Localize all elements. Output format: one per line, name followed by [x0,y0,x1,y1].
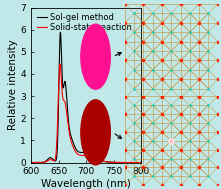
Solid-state reaction [138,161,141,164]
Solid-state reaction [30,161,32,164]
Sol-gel method [59,31,62,33]
X-axis label: Wavelength (nm): Wavelength (nm) [41,179,131,189]
Sol-gel method [140,161,143,164]
Line: Solid-state reaction: Solid-state reaction [31,64,141,163]
Circle shape [81,100,110,165]
Solid-state reaction [59,63,61,65]
Solid-state reaction [77,153,80,156]
Solid-state reaction [72,146,75,149]
Sol-gel method [138,161,141,164]
Solid-state reaction [140,161,143,164]
Sol-gel method [42,161,45,163]
Circle shape [81,24,110,89]
Sol-gel method [49,156,51,159]
Sol-gel method [77,150,80,153]
Line: Sol-gel method: Sol-gel method [31,32,141,163]
Legend: Sol-gel method, Solid-state reaction: Sol-gel method, Solid-state reaction [36,12,132,33]
Solid-state reaction [42,161,45,163]
Sol-gel method [30,161,32,164]
Y-axis label: Relative intensity: Relative intensity [8,40,17,130]
Sol-gel method [126,161,129,164]
Sol-gel method [72,142,75,144]
Solid-state reaction [49,158,51,161]
Solid-state reaction [126,161,129,164]
